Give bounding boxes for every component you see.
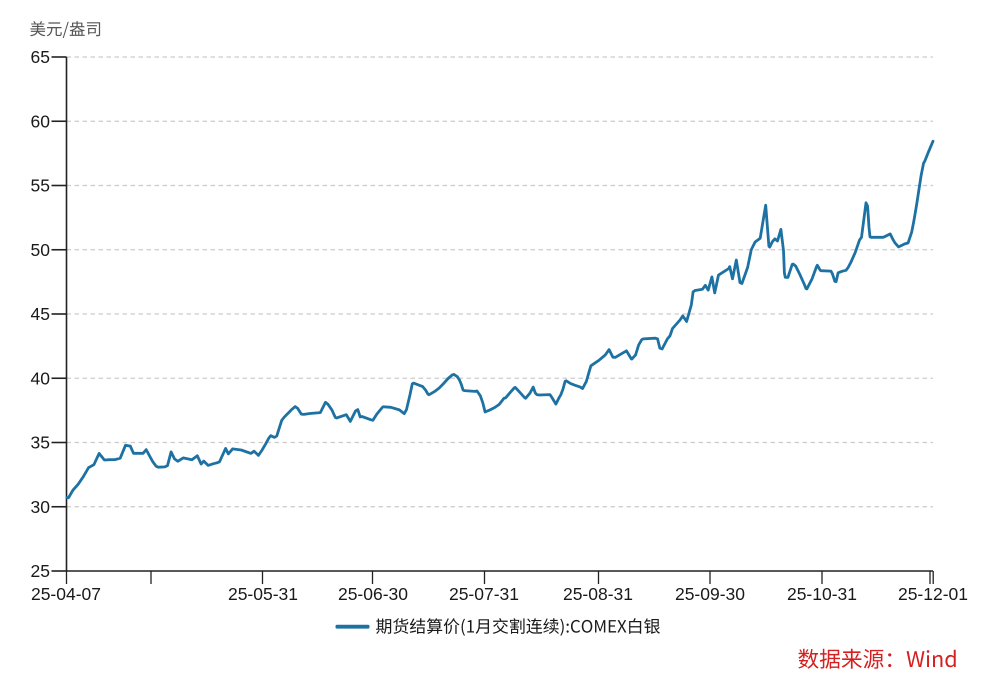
svg-text:25-12-01: 25-12-01: [898, 584, 968, 604]
svg-text:25-05-31: 25-05-31: [228, 584, 298, 604]
svg-text:25-07-31: 25-07-31: [449, 584, 519, 604]
svg-text:35: 35: [31, 433, 50, 453]
svg-text:55: 55: [31, 176, 50, 196]
svg-text:25-10-31: 25-10-31: [787, 584, 857, 604]
svg-text:65: 65: [31, 47, 50, 67]
svg-text:30: 30: [31, 497, 51, 517]
svg-text:45: 45: [31, 304, 50, 324]
svg-text:60: 60: [31, 111, 51, 131]
svg-text:40: 40: [31, 368, 51, 388]
svg-text:25-04-07: 25-04-07: [31, 584, 101, 604]
svg-text:25-09-30: 25-09-30: [675, 584, 745, 604]
svg-text:25-06-30: 25-06-30: [338, 584, 408, 604]
svg-text:50: 50: [31, 240, 51, 260]
svg-text:25: 25: [31, 561, 50, 581]
svg-text:25-08-31: 25-08-31: [563, 584, 633, 604]
